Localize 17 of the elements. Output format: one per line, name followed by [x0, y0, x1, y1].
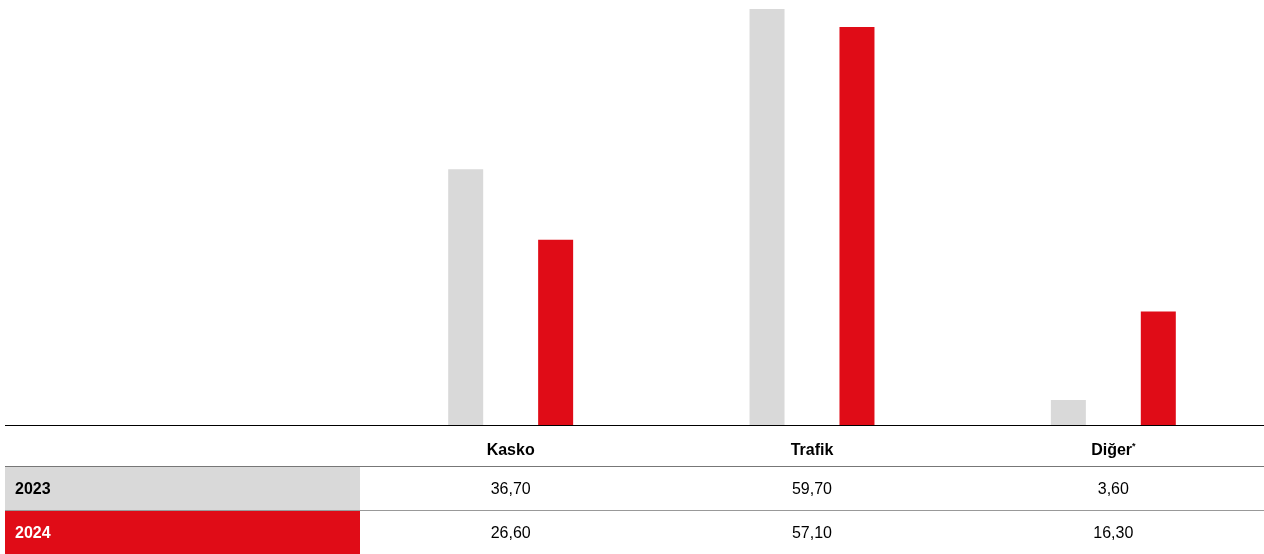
text: 2023: [15, 480, 51, 498]
bar: [1050, 399, 1086, 425]
data-label: 36,70: [489, 479, 532, 499]
text: 2024: [15, 524, 51, 542]
data-label: 59,70: [790, 479, 833, 499]
data-label: 57,10: [790, 523, 833, 543]
x-tick-label: Kasko: [486, 440, 535, 458]
data-label: 26,60: [489, 523, 532, 543]
bar: [839, 27, 875, 425]
bar: [749, 9, 785, 425]
bar: [1140, 311, 1176, 425]
data-label: 3,60: [1096, 479, 1130, 499]
bar: [448, 169, 484, 425]
data-label: 16,30: [1092, 523, 1135, 543]
bar: [538, 239, 574, 425]
x-tick-label: Diğer*: [1091, 440, 1137, 458]
x-tick-label: Trafik: [790, 440, 834, 458]
